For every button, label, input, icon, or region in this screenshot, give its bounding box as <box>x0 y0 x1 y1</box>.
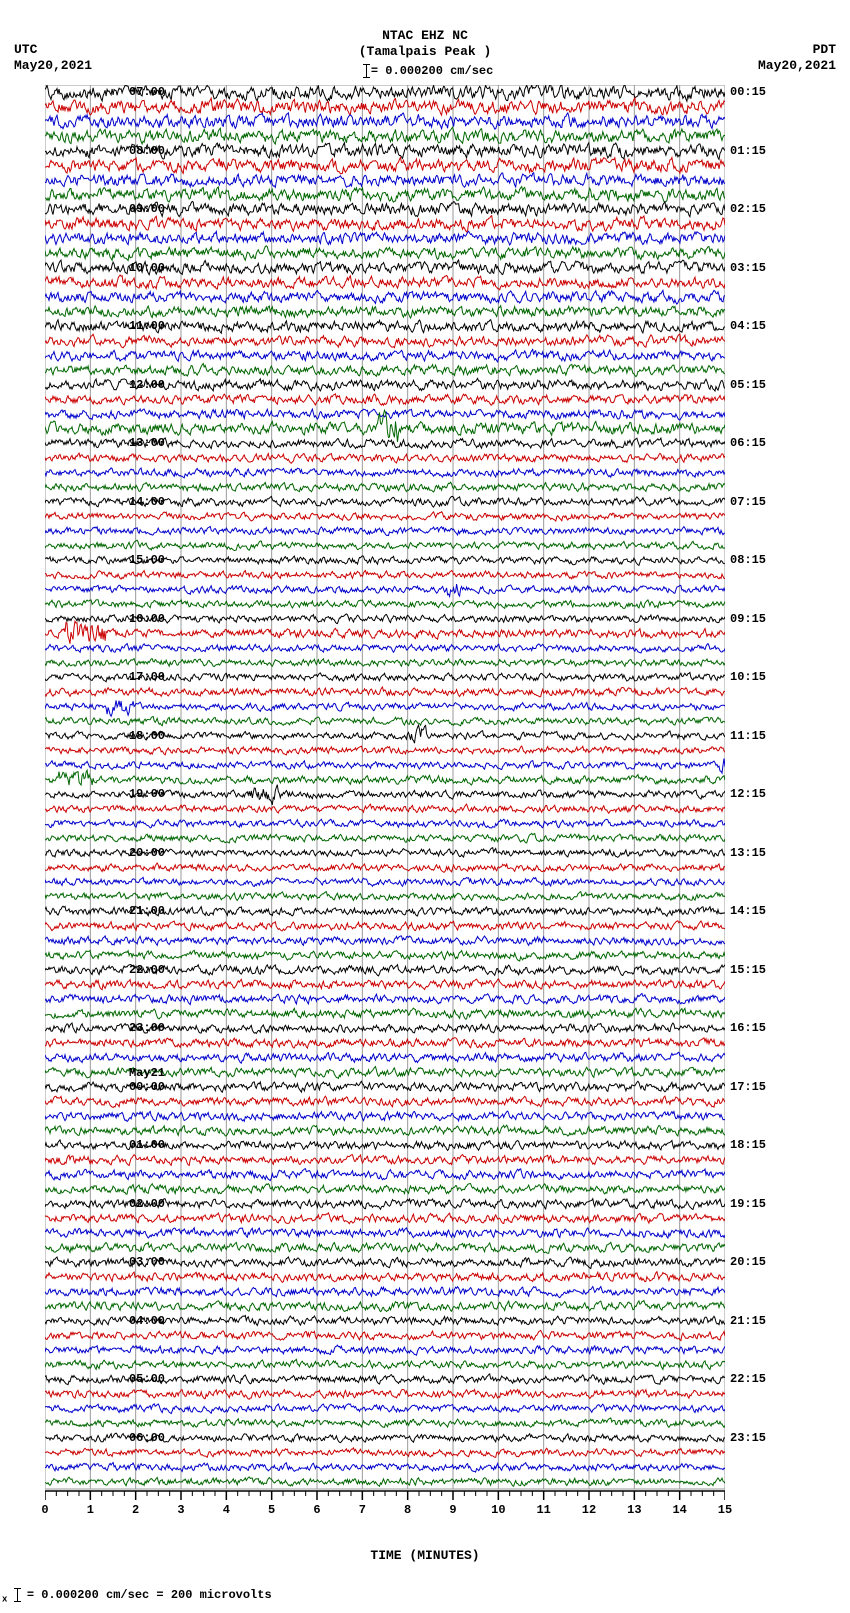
left-time-0600: 06:00 <box>129 1431 165 1445</box>
right-time-2215: 22:15 <box>730 1372 766 1386</box>
right-time-0315: 03:15 <box>730 261 766 275</box>
left-time-1000: 10:00 <box>129 261 165 275</box>
xtick-12: 12 <box>582 1503 596 1517</box>
right-timezone: PDT <box>813 42 836 57</box>
right-time-2015: 20:15 <box>730 1255 766 1269</box>
left-time-1400: 14:00 <box>129 495 165 509</box>
right-time-0715: 07:15 <box>730 495 766 509</box>
right-time-1915: 19:15 <box>730 1197 766 1211</box>
left-time-1700: 17:00 <box>129 670 165 684</box>
left-date-break: May21 <box>129 1066 165 1080</box>
right-time-2115: 21:15 <box>730 1314 766 1328</box>
right-date: May20,2021 <box>758 58 836 73</box>
xtick-5: 5 <box>268 1503 275 1517</box>
left-time-0800: 08:00 <box>129 144 165 158</box>
left-time-0400: 04:00 <box>129 1314 165 1328</box>
left-time-0200: 02:00 <box>129 1197 165 1211</box>
xtick-9: 9 <box>449 1503 456 1517</box>
footer-scale: x = 0.000200 cm/sec = 200 microvolts <box>2 1588 272 1605</box>
xtick-14: 14 <box>672 1503 686 1517</box>
scale-text: = 0.000200 cm/sec <box>371 64 493 78</box>
xtick-15: 15 <box>718 1503 732 1517</box>
right-time-1015: 10:15 <box>730 670 766 684</box>
left-time-0900: 09:00 <box>129 202 165 216</box>
left-time-2100: 21:00 <box>129 904 165 918</box>
xtick-2: 2 <box>132 1503 139 1517</box>
xtick-4: 4 <box>223 1503 230 1517</box>
xtick-11: 11 <box>536 1503 550 1517</box>
xtick-13: 13 <box>627 1503 641 1517</box>
xtick-3: 3 <box>177 1503 184 1517</box>
right-time-0615: 06:15 <box>730 436 766 450</box>
right-time-2315: 23:15 <box>730 1431 766 1445</box>
scale-indicator: = 0.000200 cm/sec <box>0 64 850 78</box>
left-time-1100: 11:00 <box>129 319 165 333</box>
left-time-0300: 03:00 <box>129 1255 165 1269</box>
right-time-1215: 12:15 <box>730 787 766 801</box>
right-time-0915: 09:15 <box>730 612 766 626</box>
right-time-0415: 04:15 <box>730 319 766 333</box>
left-date: May20,2021 <box>14 58 92 73</box>
right-time-0515: 05:15 <box>730 378 766 392</box>
right-time-1715: 17:15 <box>730 1080 766 1094</box>
left-time-1300: 13:00 <box>129 436 165 450</box>
right-time-0215: 02:15 <box>730 202 766 216</box>
left-time-1800: 18:00 <box>129 729 165 743</box>
xtick-1: 1 <box>87 1503 94 1517</box>
left-timezone: UTC <box>14 42 37 57</box>
right-time-1515: 15:15 <box>730 963 766 977</box>
station-title-2: (Tamalpais Peak ) <box>0 44 850 59</box>
left-time-2200: 22:00 <box>129 963 165 977</box>
left-time-1900: 19:00 <box>129 787 165 801</box>
right-time-0115: 01:15 <box>730 144 766 158</box>
right-time-1315: 13:15 <box>730 846 766 860</box>
left-time-2300: 23:00 <box>129 1021 165 1035</box>
right-time-1815: 18:15 <box>730 1138 766 1152</box>
right-time-1615: 16:15 <box>730 1021 766 1035</box>
xtick-7: 7 <box>359 1503 366 1517</box>
left-time-0100: 01:00 <box>129 1138 165 1152</box>
right-time-1415: 14:15 <box>730 904 766 918</box>
left-time-0000: 00:00 <box>129 1080 165 1094</box>
left-time-0500: 05:00 <box>129 1372 165 1386</box>
left-time-1600: 16:00 <box>129 612 165 626</box>
right-time-1115: 11:15 <box>730 729 766 743</box>
left-time-1500: 15:00 <box>129 553 165 567</box>
right-time-0015: 00:15 <box>730 85 766 99</box>
xtick-8: 8 <box>404 1503 411 1517</box>
xaxis-label: TIME (MINUTES) <box>0 1548 850 1563</box>
xtick-0: 0 <box>41 1503 48 1517</box>
right-time-0815: 08:15 <box>730 553 766 567</box>
left-time-2000: 20:00 <box>129 846 165 860</box>
station-title-1: NTAC EHZ NC <box>0 28 850 43</box>
footer-text: = 0.000200 cm/sec = 200 microvolts <box>27 1588 272 1602</box>
xtick-6: 6 <box>313 1503 320 1517</box>
left-time-1200: 12:00 <box>129 378 165 392</box>
left-time-0700: 07:00 <box>129 85 165 99</box>
xtick-10: 10 <box>491 1503 505 1517</box>
